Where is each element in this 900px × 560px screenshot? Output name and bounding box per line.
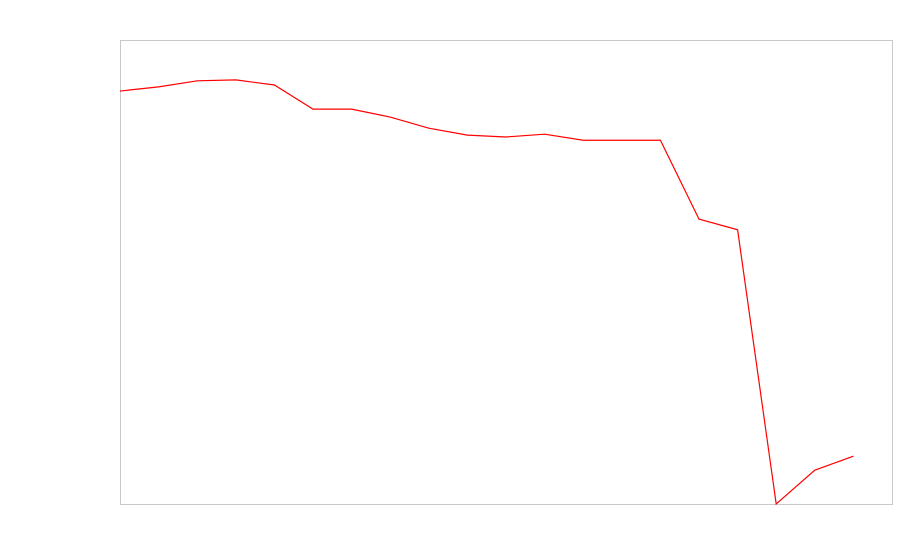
data-line <box>119 79 854 506</box>
plot-frame <box>120 40 893 505</box>
